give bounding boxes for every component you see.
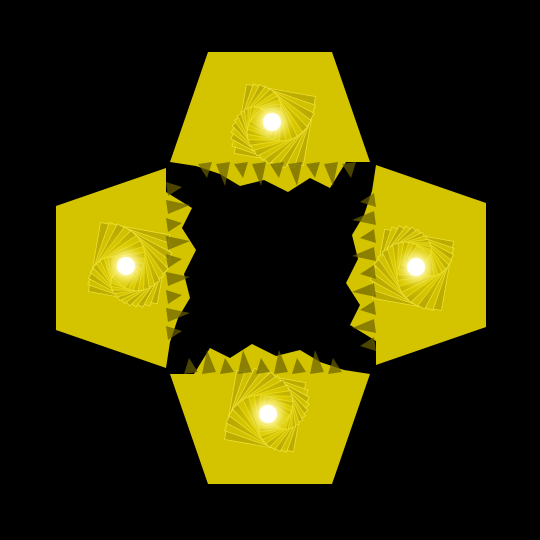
glow-core: [259, 405, 277, 423]
edge-spike: [352, 211, 376, 225]
edge-spike: [328, 358, 342, 374]
edge-spike: [310, 350, 324, 374]
edge-spike: [352, 283, 376, 297]
edge-spike: [360, 229, 376, 243]
glow-core: [407, 258, 425, 276]
edge-spike: [166, 290, 182, 304]
edge-spike: [324, 162, 338, 186]
edge-spike: [352, 319, 376, 333]
edge-spike: [166, 236, 190, 250]
edge-spike: [166, 218, 182, 232]
edge-spike: [256, 358, 270, 374]
edge-spike: [166, 182, 182, 196]
edge-spike: [360, 265, 376, 279]
edge-spike: [238, 350, 252, 374]
tile-bottom: [170, 344, 370, 484]
tile-left: [56, 168, 196, 368]
edge-spike: [288, 162, 302, 186]
edge-spike: [342, 162, 356, 178]
edge-spike: [306, 162, 320, 178]
edge-spike: [292, 358, 306, 374]
tile-top: [170, 52, 370, 192]
edge-spike: [166, 326, 182, 340]
glow-core: [117, 257, 135, 275]
edge-spike: [274, 350, 288, 374]
edge-spike: [220, 358, 234, 374]
edge-spike: [234, 162, 248, 178]
tile-right: [346, 165, 486, 365]
edge-spike: [360, 193, 376, 207]
edge-spike: [184, 358, 198, 374]
edge-spike: [216, 162, 230, 186]
edge-spike: [202, 350, 216, 374]
glow-core: [263, 113, 281, 131]
edge-spike: [166, 200, 190, 214]
edge-spike: [198, 162, 212, 178]
edge-spike: [360, 301, 376, 315]
edge-spike: [166, 254, 182, 268]
edge-spike: [360, 337, 376, 351]
edge-spike: [270, 162, 284, 178]
edge-spike: [352, 247, 376, 261]
edge-spike: [166, 308, 190, 322]
edge-spike: [166, 272, 190, 286]
edge-spike: [252, 162, 266, 186]
